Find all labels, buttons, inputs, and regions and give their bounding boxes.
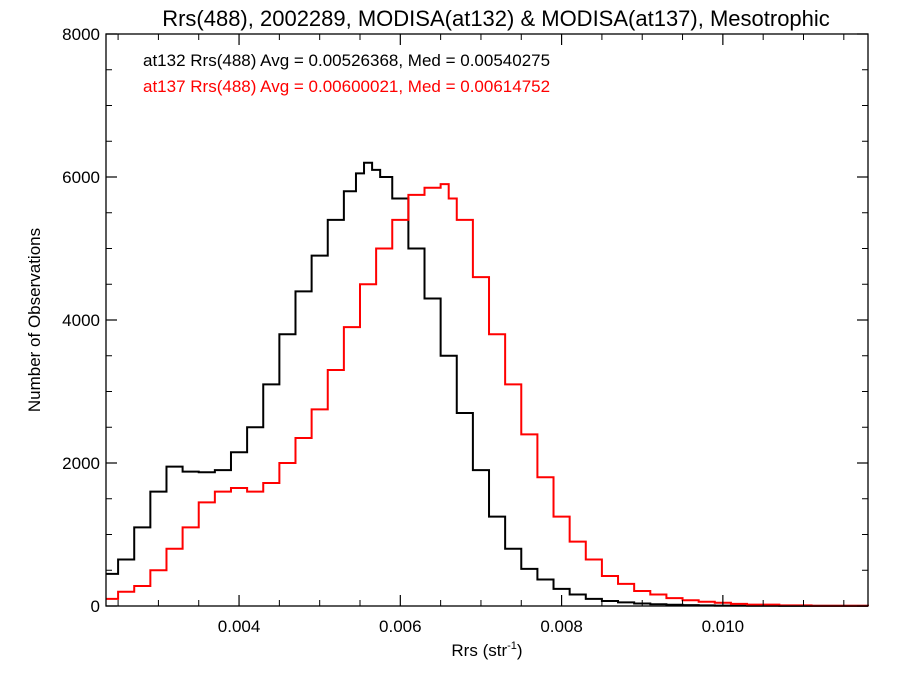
y-tick-label: 2000 xyxy=(62,454,100,473)
annotation-at132: at132 Rrs(488) Avg = 0.00526368, Med = 0… xyxy=(143,51,550,70)
y-tick-label: 0 xyxy=(91,597,100,616)
y-tick-label: 4000 xyxy=(62,311,100,330)
y-tick-label: 8000 xyxy=(62,25,100,44)
series-0-histogram-line xyxy=(106,161,869,607)
series-1-histogram-line xyxy=(106,183,869,607)
x-axis-title: Rrs (str-1) xyxy=(451,640,522,660)
x-tick-label: 0.010 xyxy=(702,617,745,636)
x-tick-label: 0.006 xyxy=(379,617,422,636)
x-tick-label: 0.008 xyxy=(540,617,583,636)
series-layer xyxy=(106,161,869,607)
x-tick-label: 0.004 xyxy=(218,617,261,636)
plot-frame xyxy=(105,33,869,607)
chart-title: Rrs(488), 2002289, MODISA(at132) & MODIS… xyxy=(162,6,830,31)
y-axis-title: Number of Observations xyxy=(25,228,44,412)
ticks-layer: 0.004 0.006 0.008 0.010 0 2000 4000 6000 8000 xyxy=(62,25,868,636)
annotation-at137: at137 Rrs(488) Avg = 0.00600021, Med = 0… xyxy=(143,77,550,96)
x-axis-title-superscript: -1 xyxy=(507,640,517,652)
y-tick-label: 6000 xyxy=(62,168,100,187)
x-axis-title-main: Rrs (str xyxy=(451,641,507,660)
x-axis-title-close: ) xyxy=(517,641,523,660)
